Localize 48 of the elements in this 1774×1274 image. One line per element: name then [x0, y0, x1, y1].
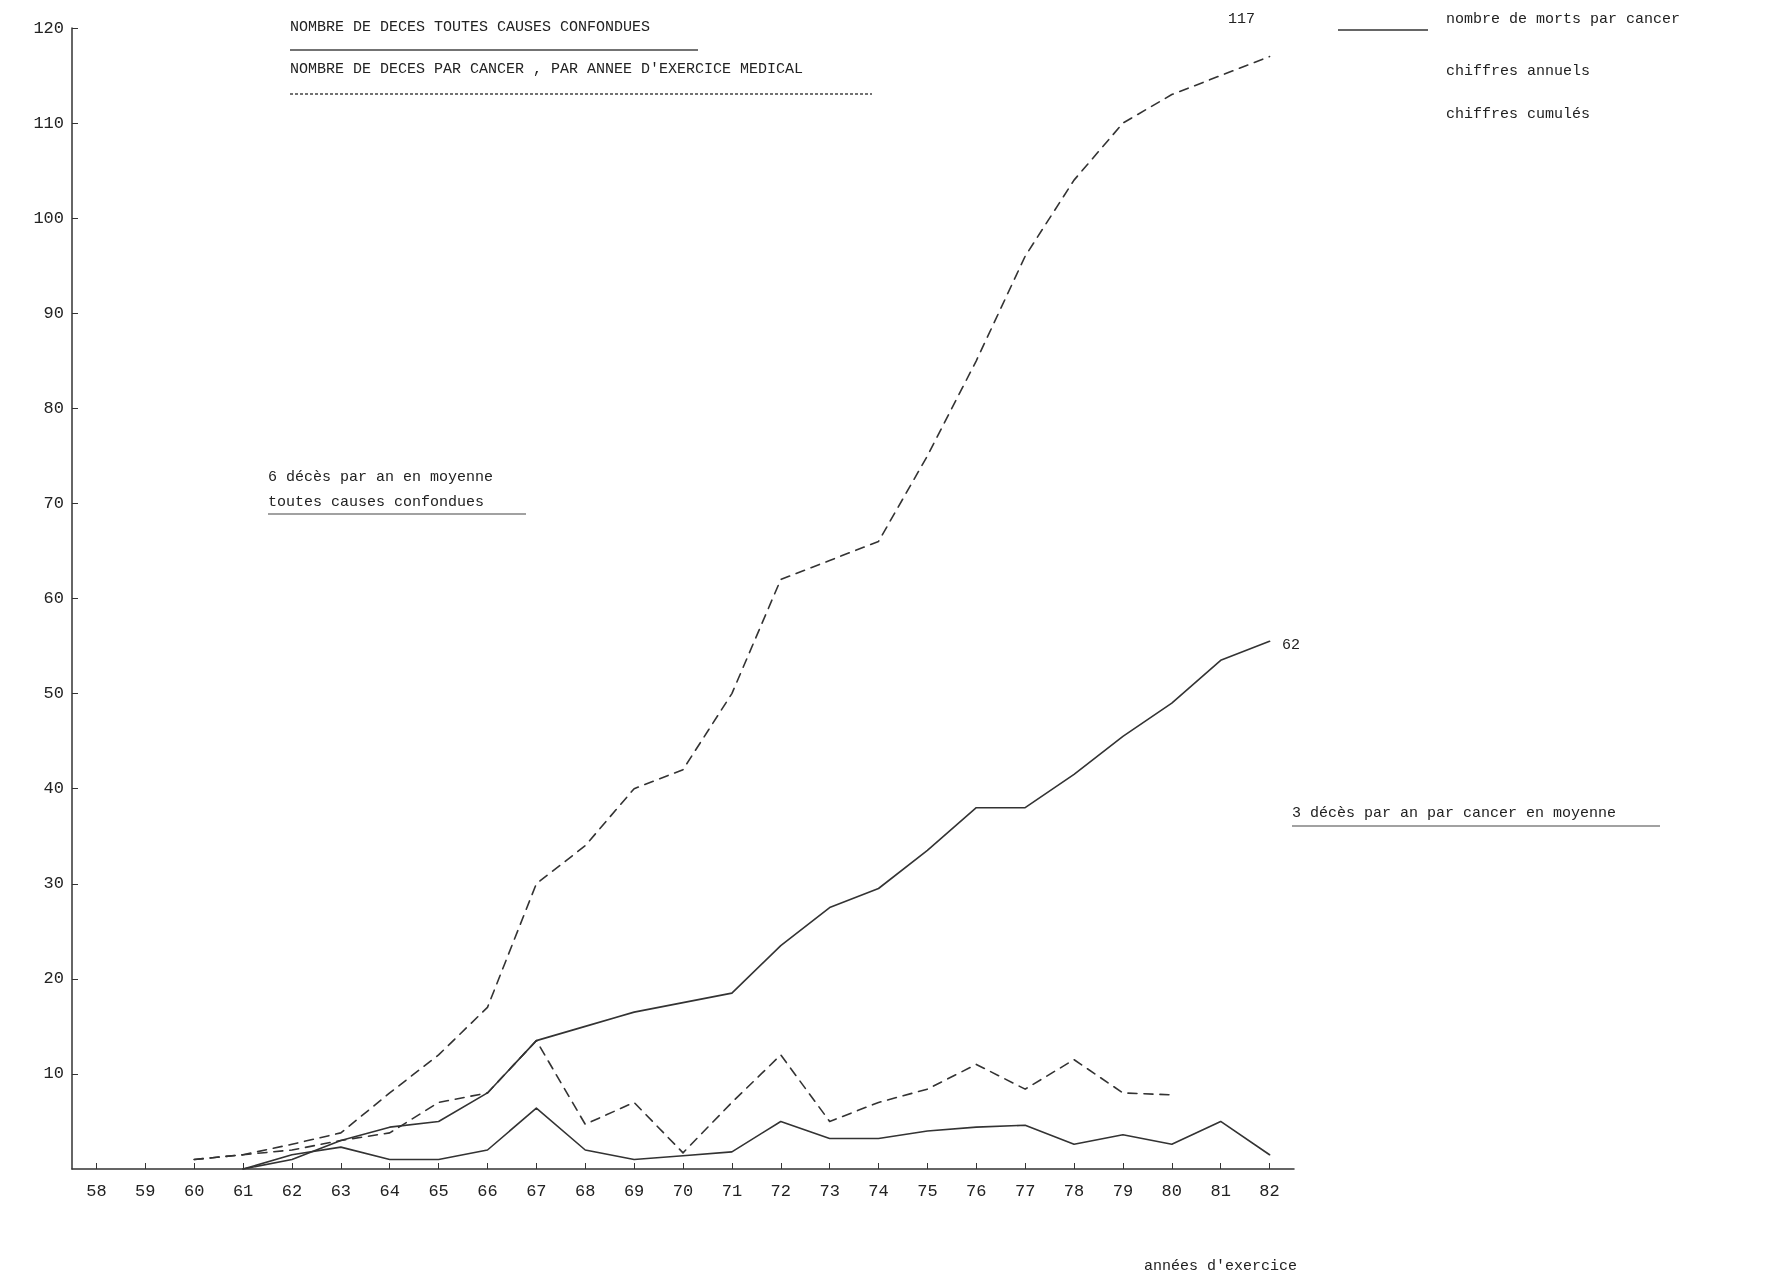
- x-tick-label: 67: [526, 1182, 547, 1201]
- y-tick-label: 40: [43, 779, 64, 799]
- x-tick-label: 76: [966, 1182, 987, 1201]
- text: chiffres annuels: [1446, 63, 1591, 80]
- y-tick-label: 80: [43, 398, 64, 418]
- x-tick-label: 68: [575, 1182, 596, 1201]
- x-tick-label: 65: [428, 1182, 449, 1201]
- x-tick-label: 62: [281, 1182, 303, 1201]
- y-tick-label: 60: [43, 589, 64, 608]
- x-tick-label: 63: [330, 1182, 352, 1201]
- y-tick-label: 70: [43, 493, 64, 513]
- x-tick-label: 74: [868, 1182, 889, 1201]
- x-tick-label: 73: [819, 1182, 840, 1201]
- x-tick-label: 59: [135, 1182, 156, 1201]
- text: 117: [1227, 11, 1256, 28]
- x-tick-label: 66: [477, 1182, 498, 1201]
- x-tick-label: 75: [917, 1182, 938, 1201]
- y-tick-label: 50: [43, 684, 64, 704]
- text: nombre de morts par cancer: [1446, 11, 1681, 28]
- text: NOMBRE DE DECES PAR CANCER , PAR ANNEE D'EXERCICE MEDICAL: [290, 61, 804, 78]
- x-tick-label: 81: [1210, 1182, 1231, 1201]
- x-tick-label: 69: [623, 1182, 645, 1201]
- annotation: toutes causes confondues: [268, 494, 485, 511]
- x-tick-label: 60: [184, 1182, 205, 1201]
- x-tick-label: 80: [1161, 1182, 1182, 1201]
- annotation: 3 décès par an par cancer en moyenne: [1292, 805, 1617, 822]
- y-tick-label: 10: [43, 1064, 64, 1084]
- x-tick-label: 64: [379, 1182, 400, 1201]
- x-tick-label: 78: [1063, 1182, 1085, 1201]
- annotation: 6 décès par an en moyenne: [268, 469, 494, 486]
- x-tick-label: 58: [86, 1182, 107, 1201]
- y-tick-label: 30: [43, 874, 64, 894]
- x-tick-label: 71: [721, 1182, 743, 1201]
- y-tick-label: 110: [33, 113, 64, 133]
- x-tick-label: 61: [232, 1182, 254, 1201]
- chart-title: NOMBRE DE DECES TOUTES CAUSES CONFONDUES: [290, 19, 651, 36]
- y-tick-label: 100: [33, 208, 64, 228]
- x-tick-label: 79: [1112, 1182, 1134, 1201]
- x-tick-label: 70: [672, 1182, 694, 1201]
- x-axis-title: années d'exercice: [1144, 1258, 1298, 1274]
- x-tick-label: 77: [1014, 1182, 1036, 1201]
- y-tick-label: 20: [43, 969, 64, 989]
- annotation: 62: [1281, 637, 1301, 654]
- text: chiffres cumulés: [1446, 106, 1591, 123]
- y-tick-label: 120: [33, 18, 64, 38]
- x-tick-label: 72: [770, 1182, 791, 1201]
- x-tick-label: 82: [1259, 1182, 1280, 1201]
- y-tick-label: 90: [43, 303, 64, 323]
